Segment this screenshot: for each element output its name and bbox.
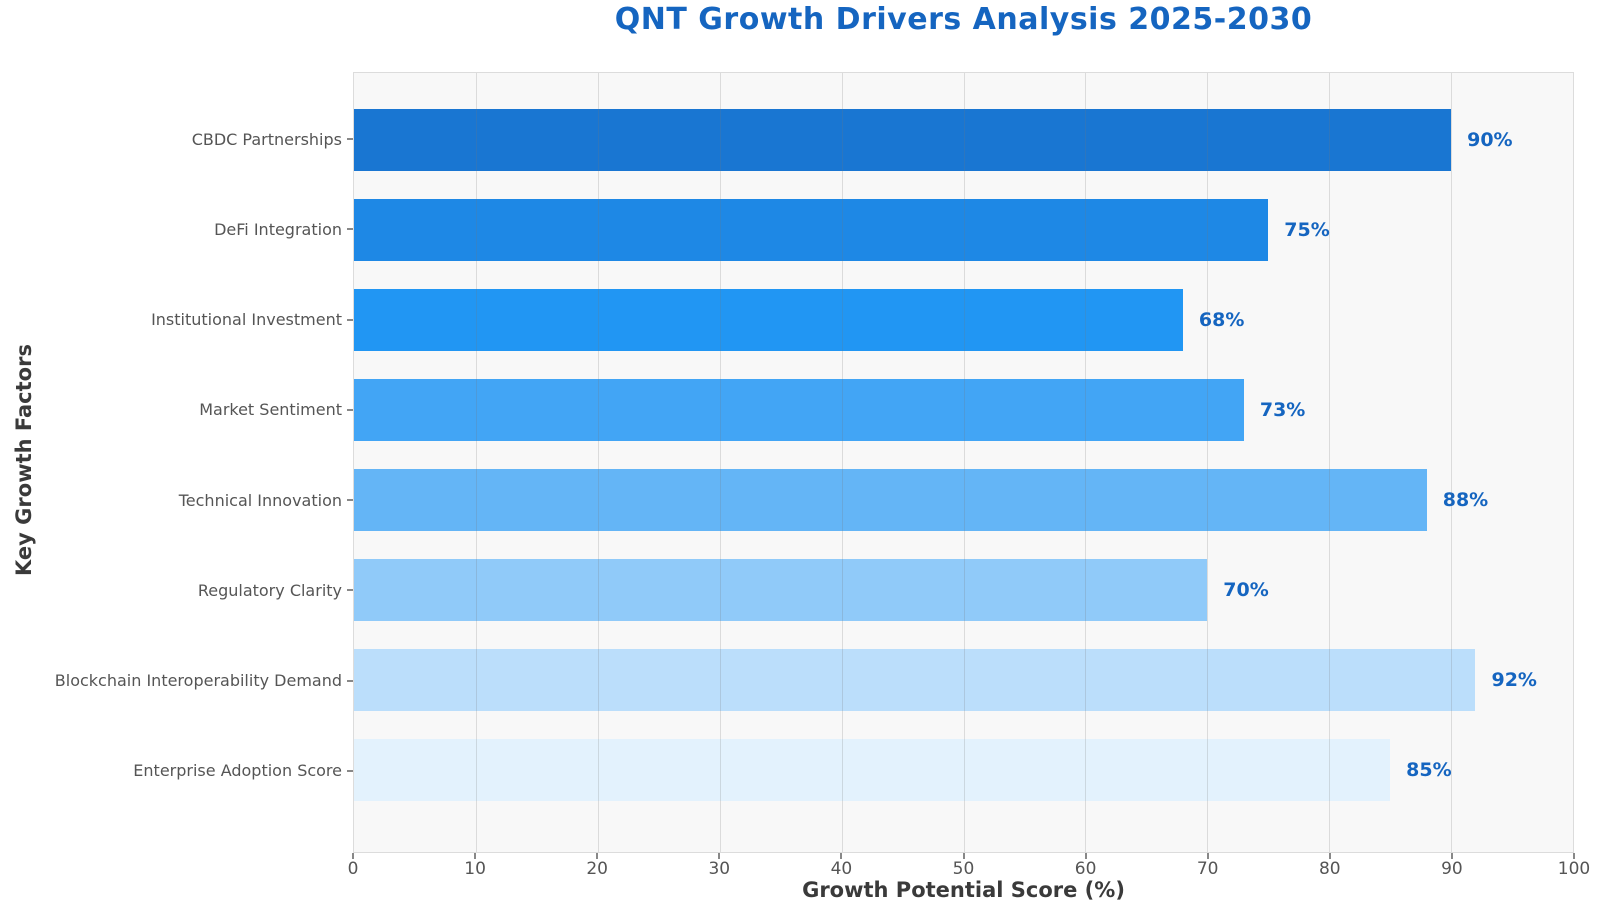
y-tick-row-market-sentiment: Market Sentiment <box>0 365 353 455</box>
bar-row-blockchain-interoperability-demand: 92% <box>354 635 1573 725</box>
chart-title: QNT Growth Drivers Analysis 2025-2030 <box>614 2 1313 37</box>
x-tick-mark-40 <box>840 853 843 859</box>
bar-row-institutional-investment: 68% <box>354 275 1573 365</box>
bar-value-label-cbdc-partnerships: 90% <box>1467 129 1513 151</box>
y-tick-labels: CBDC Partnerships DeFi Integration Institu… <box>0 72 353 853</box>
bar-value-label-blockchain-interoperability-demand: 92% <box>1491 669 1537 691</box>
x-tick-mark-20 <box>596 853 599 859</box>
y-tick-mark <box>347 138 353 141</box>
bar-defi-integration <box>354 199 1269 261</box>
bar-row-regulatory-clarity: 70% <box>354 545 1573 635</box>
x-tick-label-90: 90 <box>1441 859 1463 879</box>
y-tick-row-enterprise-adoption-score: Enterprise Adoption Score <box>0 726 353 816</box>
y-tick-mark <box>347 499 353 502</box>
y-tick-mark <box>347 228 353 231</box>
y-tick-row-blockchain-interoperability-demand: Blockchain Interoperability Demand <box>0 636 353 726</box>
bar-value-label-institutional-investment: 68% <box>1198 309 1245 331</box>
bar-row-cbdc-partnerships: 90% <box>354 95 1573 185</box>
x-tick-label-30: 30 <box>708 859 731 879</box>
x-tick-label-60: 60 <box>1074 859 1097 879</box>
y-tick-row-institutional-investment: Institutional Investment <box>0 275 353 365</box>
y-tick-mark <box>347 769 353 772</box>
x-tick-marks <box>352 853 1575 861</box>
bar-row-defi-integration: 75% <box>354 185 1573 275</box>
y-tick-row-regulatory-clarity: Regulatory Clarity <box>0 545 353 635</box>
x-tick-mark-50 <box>962 853 965 859</box>
y-tick-mark <box>347 589 353 592</box>
bar-row-market-sentiment: 73% <box>354 365 1573 455</box>
y-tick-row-defi-integration: DeFi Integration <box>0 184 353 274</box>
x-tick-label-20: 20 <box>586 859 609 879</box>
y-tick-mark <box>347 679 353 682</box>
x-tick-label-70: 70 <box>1196 859 1219 879</box>
x-tick-label-40: 40 <box>830 859 853 879</box>
y-tick-label-cbdc-partnerships: CBDC Partnerships <box>191 129 342 149</box>
x-tick-mark-90 <box>1450 853 1453 859</box>
x-tick-mark-80 <box>1328 853 1331 859</box>
bar-enterprise-adoption-score <box>354 739 1391 801</box>
bar-row-technical-innovation: 88% <box>354 455 1573 545</box>
x-tick-labels: 0 10 20 30 40 50 60 70 80 90 100 <box>348 859 1591 881</box>
bar-technical-innovation <box>354 469 1427 531</box>
bar-blockchain-interoperability-demand <box>354 649 1476 711</box>
x-tick-label-10: 10 <box>464 859 486 879</box>
x-axis-label: Growth Potential Score (%) <box>802 878 1125 902</box>
y-tick-label-defi-integration: DeFi Integration <box>214 219 342 239</box>
x-tick-label-0: 0 <box>347 859 359 879</box>
bar-value-label-defi-integration: 75% <box>1284 219 1330 241</box>
y-tick-mark <box>347 408 353 411</box>
x-tick-mark-70 <box>1206 853 1209 859</box>
x-tick-mark-30 <box>718 853 721 859</box>
bar-row-enterprise-adoption-score: 85% <box>354 725 1573 815</box>
bar-market-sentiment <box>354 379 1244 441</box>
x-tick-mark-10 <box>474 853 477 859</box>
bar-value-label-market-sentiment: 73% <box>1259 399 1306 421</box>
y-tick-label-market-sentiment: Market Sentiment <box>199 400 342 420</box>
x-tick-label-100: 100 <box>1557 859 1591 879</box>
bar-value-label-enterprise-adoption-score: 85% <box>1406 759 1452 781</box>
x-tick-label-80: 80 <box>1318 859 1341 879</box>
x-tick-mark-60 <box>1084 853 1087 859</box>
bar-institutional-investment <box>354 289 1183 351</box>
bar-value-label-regulatory-clarity: 70% <box>1223 579 1269 601</box>
bar-cbdc-partnerships <box>354 109 1452 171</box>
y-tick-row-technical-innovation: Technical Innovation <box>0 455 353 545</box>
x-tick-mark-100 <box>1573 853 1575 859</box>
x-tick-label-50: 50 <box>952 859 975 879</box>
y-tick-label-institutional-investment: Institutional Investment <box>151 310 342 330</box>
y-tick-label-enterprise-adoption-score: Enterprise Adoption Score <box>133 761 342 781</box>
y-tick-label-regulatory-clarity: Regulatory Clarity <box>197 580 342 600</box>
bar-series: 90% 75% 68% 73% 88% 70% 92% 85% <box>354 73 1573 852</box>
bar-value-label-technical-innovation: 88% <box>1442 489 1489 511</box>
bar-regulatory-clarity <box>354 559 1208 621</box>
x-tick-mark-0 <box>352 853 354 859</box>
y-tick-label-blockchain-interoperability-demand: Blockchain Interoperability Demand <box>54 671 342 691</box>
y-tick-mark <box>347 318 353 321</box>
plot-area: 90% 75% 68% 73% 88% 70% 92% 85% <box>353 72 1574 853</box>
y-tick-label-technical-innovation: Technical Innovation <box>178 490 342 510</box>
y-tick-row-cbdc-partnerships: CBDC Partnerships <box>0 94 353 184</box>
